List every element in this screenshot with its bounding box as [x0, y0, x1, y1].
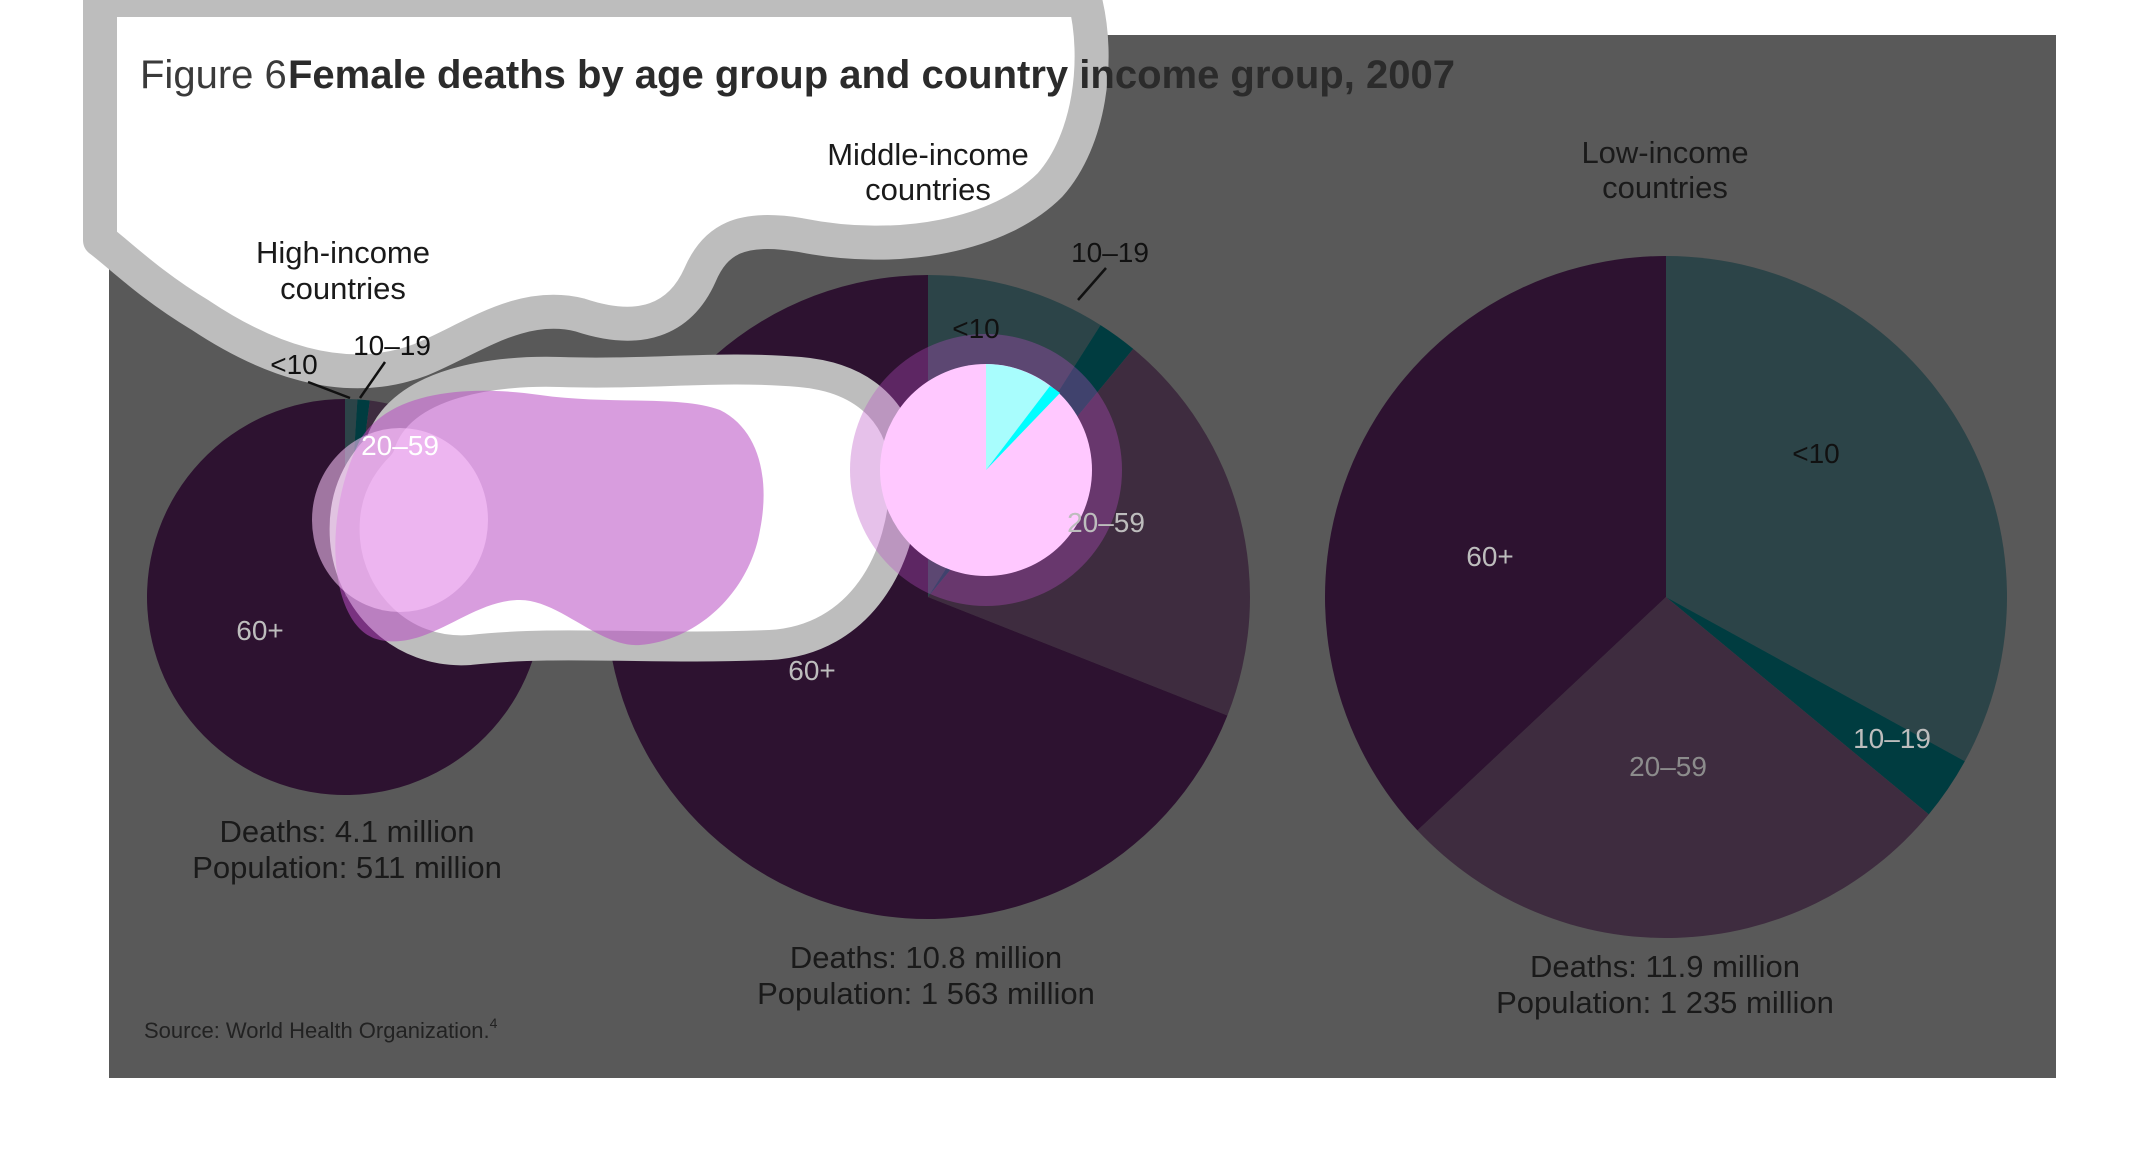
high-income-10-19-label: 10–19: [353, 330, 431, 361]
high-income-highlight-pink: [312, 428, 488, 612]
middle-income-slice-20-59: [928, 348, 1250, 716]
low-income-60plus-label: 60+: [1466, 541, 1514, 572]
low-income-slice-20-59: [1417, 597, 1929, 938]
high-income-deaths: Deaths: 4.1 million: [219, 814, 474, 849]
middle-income-10-19-label: 10–19: [1071, 237, 1149, 268]
cloud-overlay: [83, 0, 1109, 389]
high-income-population: Population: 511 million: [192, 850, 502, 885]
middle-income-10-19-leader: [1077, 267, 1107, 301]
middle-income-title-line1: Middle-income: [827, 137, 1029, 172]
middle-income-title-line2: countries: [865, 172, 991, 207]
high-income-title-line1: High-income: [256, 235, 430, 270]
high-income-20-59-label: 20–59: [361, 430, 439, 461]
low-income-slice-lt10: [1666, 256, 2008, 762]
high-income-10-19-leader: [358, 361, 387, 399]
high-income-title-line2: countries: [280, 271, 406, 306]
source-note: Source: World Health Organization.4: [144, 1015, 498, 1043]
low-income-slice-10-19: [1666, 597, 1965, 815]
low-income-title-line2: countries: [1602, 170, 1728, 205]
middle-income-deaths: Deaths: 10.8 million: [790, 940, 1062, 975]
source-text: Source: World Health Organization.: [144, 1018, 490, 1043]
middle-income-population: Population: 1 563 million: [757, 976, 1095, 1011]
middle-income-lt10-label: <10: [952, 313, 1000, 344]
middle-income-highlight-cyan-sliver: [986, 386, 1060, 470]
low-income-slice-60plus: [1325, 256, 1666, 831]
low-income-lt10-label: <10: [1792, 438, 1840, 469]
source-ref: 4: [490, 1015, 498, 1031]
low-income-deaths: Deaths: 11.9 million: [1530, 949, 1800, 984]
high-income-lt10-label: <10: [270, 349, 318, 380]
low-income-20-59-label: 20–59: [1629, 751, 1707, 782]
middle-income-60plus-label: 60+: [788, 655, 836, 686]
middle-income-20-59-label: 20–59: [1067, 507, 1145, 538]
middle-income-highlight-cyan: [986, 364, 1050, 470]
low-income-title-line1: Low-income: [1581, 135, 1748, 170]
low-income-population: Population: 1 235 million: [1496, 985, 1834, 1020]
low-income-10-19-label: 10–19: [1853, 723, 1931, 754]
high-income-60plus-label: 60+: [236, 615, 284, 646]
figure-prefix: Figure 6: [140, 53, 287, 97]
high-income-lt10-leader: [307, 380, 351, 400]
figure-title: Female deaths by age group and country i…: [288, 53, 1455, 97]
